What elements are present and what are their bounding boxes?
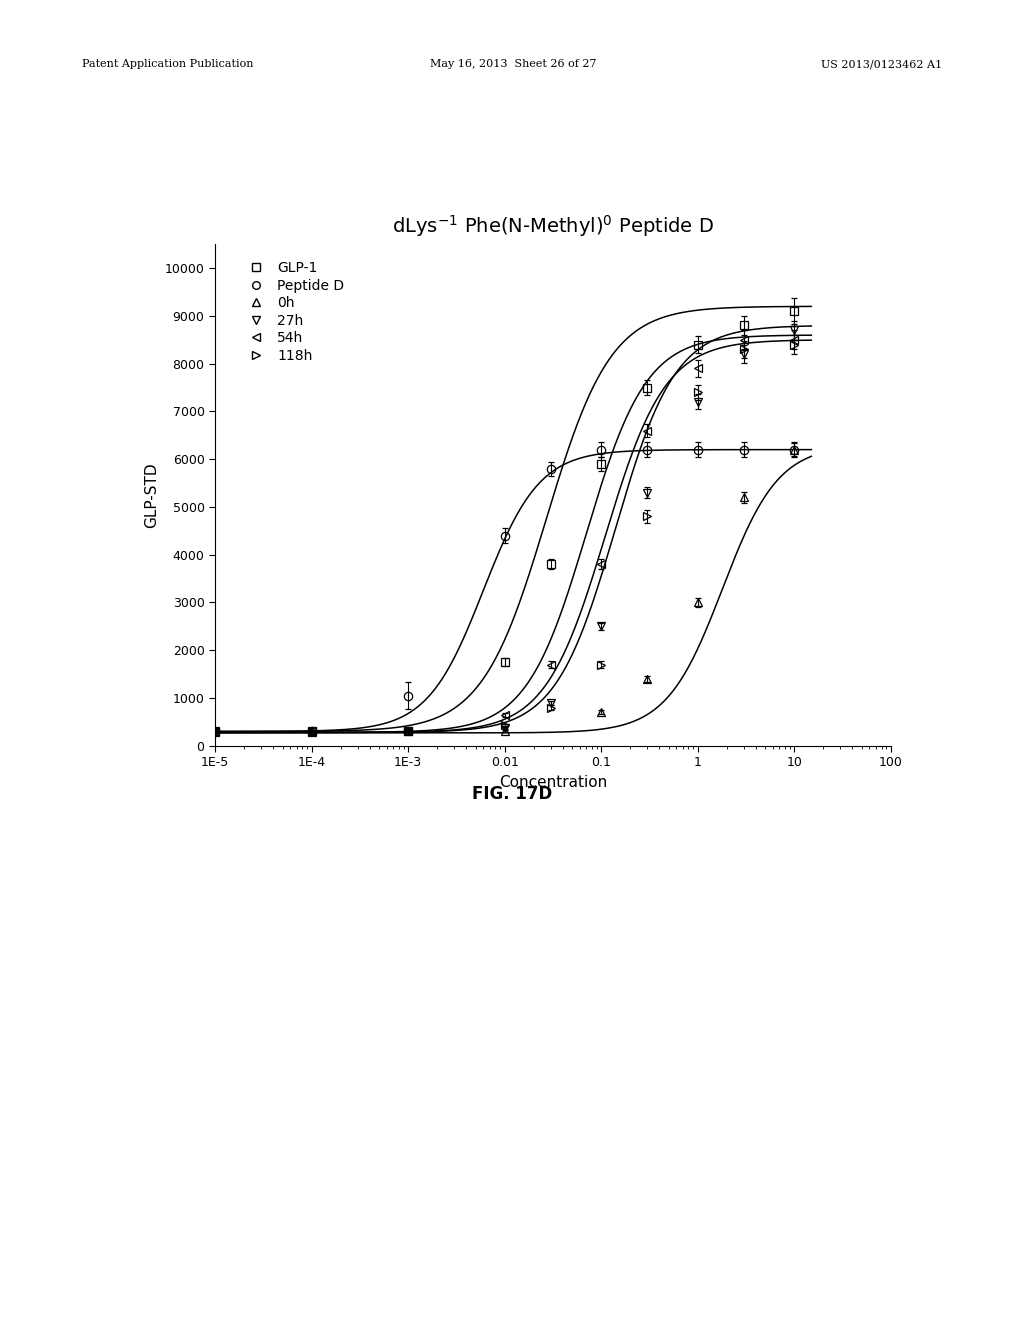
Title: dLys$^{-1}$ Phe(N-Methyl)$^0$ Peptide D: dLys$^{-1}$ Phe(N-Methyl)$^0$ Peptide D <box>392 214 714 239</box>
Text: Patent Application Publication: Patent Application Publication <box>82 59 253 70</box>
Text: May 16, 2013  Sheet 26 of 27: May 16, 2013 Sheet 26 of 27 <box>430 59 597 70</box>
Legend: GLP-1, Peptide D, 0h, 27h, 54h, 118h: GLP-1, Peptide D, 0h, 27h, 54h, 118h <box>243 261 344 363</box>
Text: FIG. 17D: FIG. 17D <box>472 785 552 804</box>
Text: US 2013/0123462 A1: US 2013/0123462 A1 <box>821 59 942 70</box>
Y-axis label: GLP-STD: GLP-STD <box>144 462 159 528</box>
X-axis label: Concentration: Concentration <box>499 775 607 789</box>
